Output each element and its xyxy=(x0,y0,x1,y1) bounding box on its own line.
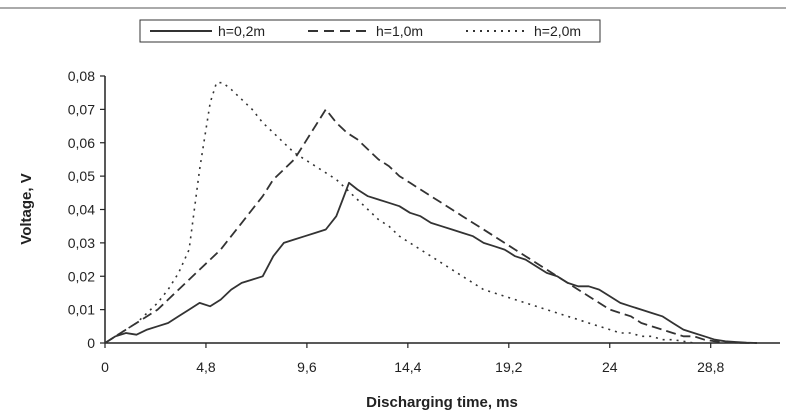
x-tick-label: 4,8 xyxy=(196,359,216,375)
y-tick-label: 0,08 xyxy=(68,68,95,84)
legend-box xyxy=(139,19,601,43)
x-tick-label: 14,4 xyxy=(394,359,421,375)
x-tick-label: 24 xyxy=(602,359,618,375)
legend-label-series-2: h=2,0m xyxy=(534,23,581,39)
series-layer xyxy=(104,81,758,344)
y-tick-label: 0,07 xyxy=(68,101,95,117)
legend-label-series-0: h=0,2m xyxy=(218,23,265,39)
x-tick-label: 19,2 xyxy=(495,359,522,375)
y-tick-label: 0,01 xyxy=(68,302,95,318)
y-tick-label: 0,05 xyxy=(68,168,95,184)
legend-label-series-1: h=1,0m xyxy=(376,23,423,39)
series-line-2 xyxy=(104,81,695,344)
y-ticks: 0 0,01 0,02 0,03 0,04 0,05 0,06 0,07 0,08 xyxy=(68,68,105,351)
x-tick-label: 0 xyxy=(101,359,109,375)
y-tick-label: 0 xyxy=(87,335,95,351)
x-tick-label: 9,6 xyxy=(297,359,317,375)
x-axis-title: Discharging time, ms xyxy=(366,394,518,411)
legend: h=0,2m h=1,0m h=2,0m xyxy=(139,19,601,43)
x-ticks: 0 4,8 9,6 14,4 19,2 24 28,8 xyxy=(101,343,725,375)
y-axis-title: Voltage, V xyxy=(18,173,35,244)
series-line-1 xyxy=(104,108,757,344)
y-tick-label: 0,06 xyxy=(68,135,95,151)
y-tick-label: 0,02 xyxy=(68,268,95,284)
y-tick-label: 0,03 xyxy=(68,235,95,251)
series-line-0 xyxy=(104,181,758,344)
x-tick-label: 28,8 xyxy=(697,359,724,375)
y-tick-label: 0,04 xyxy=(68,202,95,218)
